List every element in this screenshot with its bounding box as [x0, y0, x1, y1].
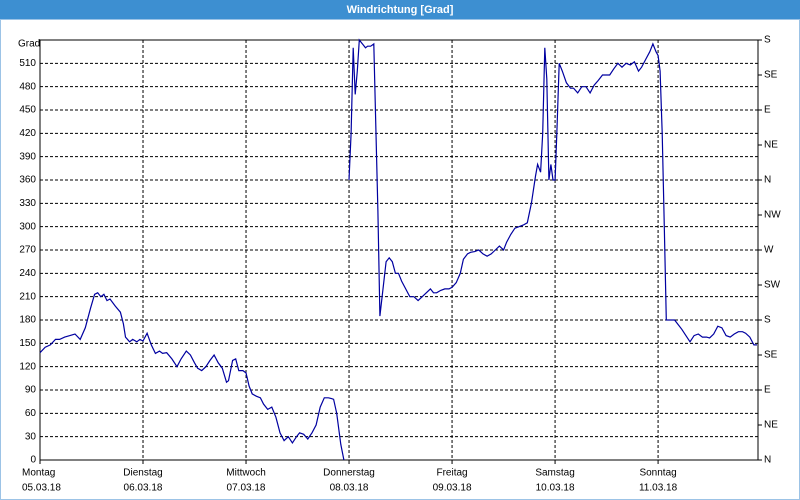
x-tick-date: 05.03.18 — [22, 483, 61, 494]
y-tick-label: 480 — [19, 81, 36, 92]
y2-tick-label: E — [764, 385, 771, 396]
x-tick-label: Freitag — [436, 468, 467, 479]
x-tick-date: 07.03.18 — [227, 483, 266, 494]
x-tick-label: Dienstag — [123, 468, 162, 479]
y-tick-label: 90 — [25, 385, 37, 396]
y-tick-label: 60 — [25, 408, 37, 419]
y-tick-label: 180 — [19, 315, 36, 326]
y2-tick-label: NE — [764, 420, 778, 431]
y2-tick-label: SE — [764, 350, 778, 361]
y-tick-label: 240 — [19, 268, 36, 279]
x-tick-label: Mittwoch — [226, 468, 265, 479]
window-border — [0, 19, 800, 500]
y-tick-label: 420 — [19, 128, 36, 139]
y-tick-label: 360 — [19, 175, 36, 186]
y-tick-label: 450 — [19, 105, 36, 116]
y-tick-label: 150 — [19, 338, 36, 349]
x-tick-label: Montag — [22, 468, 55, 479]
y-tick-label: 30 — [25, 431, 37, 442]
y2-tick-label: NE — [764, 140, 778, 151]
chart-title: Windrichtung [Grad] — [347, 4, 454, 16]
x-tick-date: 09.03.18 — [433, 483, 472, 494]
x-tick-label: Donnerstag — [323, 468, 375, 479]
y2-tick-label: NW — [764, 210, 781, 221]
y2-tick-label: S — [764, 315, 771, 326]
data-line — [39, 38, 757, 461]
y2-tick-label: E — [764, 105, 771, 116]
y-tick-label: 270 — [19, 245, 36, 256]
y-tick-label: 330 — [19, 198, 36, 209]
y2-tick-label: N — [764, 455, 771, 466]
y-tick-label: 210 — [19, 291, 36, 302]
y2-tick-label: S — [764, 35, 771, 46]
x-tick-date: 08.03.18 — [330, 483, 369, 494]
y2-tick-label: N — [764, 175, 771, 186]
y2-tick-label: SE — [764, 70, 778, 81]
y2-tick-label: W — [764, 245, 774, 256]
x-tick-date: 10.03.18 — [536, 483, 575, 494]
y-tick-label: 390 — [19, 151, 36, 162]
x-tick-date: 06.03.18 — [124, 483, 163, 494]
y2-tick-label: SW — [764, 280, 781, 291]
y-tick-label: 300 — [19, 221, 36, 232]
x-tick-label: Samstag — [535, 468, 574, 479]
y-tick-label: 120 — [19, 361, 36, 372]
y-axis-label: Grad — [18, 39, 40, 50]
y-tick-label: 510 — [19, 58, 36, 69]
title-bar — [0, 0, 800, 19]
y-tick-label: 0 — [30, 455, 36, 466]
x-tick-label: Sonntag — [639, 468, 676, 479]
x-tick-date: 11.03.18 — [639, 483, 678, 494]
